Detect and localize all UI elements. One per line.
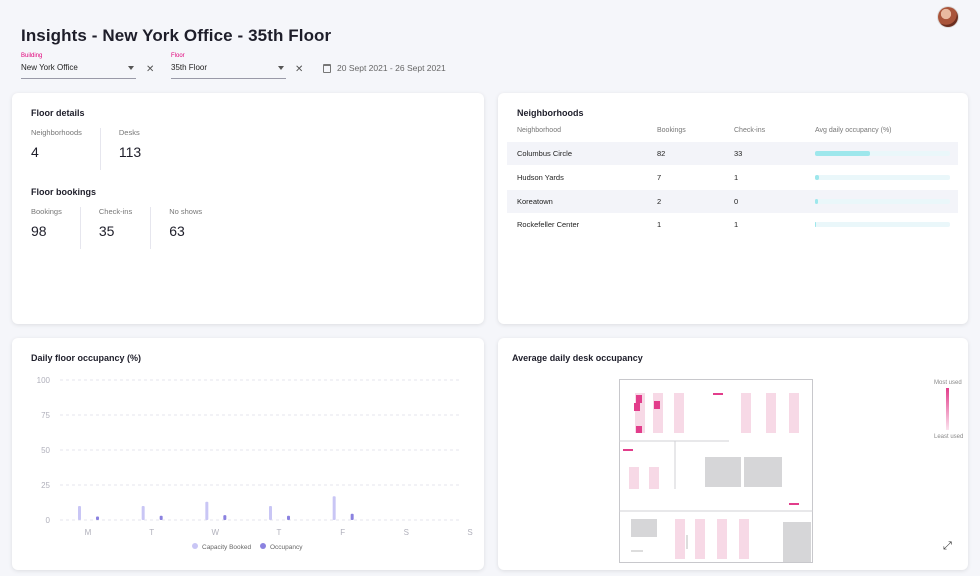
table-row[interactable]: Rockefeller Center 1 1: [507, 213, 958, 236]
stat-value: 4: [31, 144, 39, 160]
stat-value: 113: [118, 144, 142, 160]
table-row[interactable]: Hudson Yards 7 1: [507, 166, 958, 189]
daily-occupancy-card: [12, 338, 484, 570]
occupancy-bar-fill: [815, 199, 818, 204]
stat-label: Neighborhoods: [31, 128, 82, 137]
neighborhood-checkins: 0: [734, 197, 739, 206]
neighborhood-name: Hudson Yards: [517, 173, 564, 182]
neighborhood-checkins: 1: [734, 173, 739, 182]
stat-value: 35: [98, 223, 115, 239]
stat-label: Check-ins: [98, 207, 133, 216]
stat-no-shows: No shows 63: [169, 207, 220, 249]
stat-bookings: Bookings 98: [31, 207, 81, 249]
bar-occupancy: [159, 515, 163, 520]
table-row[interactable]: Columbus Circle 82 33: [507, 142, 958, 165]
neighborhood-name: Rockefeller Center: [517, 220, 580, 229]
neighborhood-bookings: 2: [657, 197, 662, 206]
stat-label: Bookings: [31, 207, 62, 216]
x-tick-label: S: [467, 528, 472, 537]
bar-capacity-booked: [141, 506, 145, 520]
x-tick-label: M: [85, 528, 92, 537]
occupancy-chart: 0 25 50 75 100 M T W T F S S Capacity Booked Occupanc…: [37, 376, 473, 551]
chevron-down-icon: [278, 65, 284, 70]
occupancy-bar: [815, 199, 950, 204]
floor-plan-map[interactable]: [619, 379, 814, 564]
bar-occupancy: [350, 513, 354, 520]
bar-occupancy: [287, 515, 290, 520]
occupancy-bar-fill: [815, 151, 871, 156]
chart-title: Daily floor occupancy (%): [31, 353, 142, 363]
stat-value: 63: [169, 223, 185, 239]
column-header-neighborhood: Neighborhood: [517, 127, 561, 134]
neighborhood-bookings: 82: [657, 149, 666, 158]
stat-value: 98: [31, 223, 47, 239]
table-row[interactable]: Koreatown 2 0: [507, 190, 958, 213]
expand-icon[interactable]: ⤢: [943, 540, 952, 552]
date-range-picker[interactable]: 20 Sept 2021 - 26 Sept 2021: [323, 63, 446, 73]
date-range-text: 20 Sept 2021 - 26 Sept 2021: [337, 63, 446, 73]
occupancy-bar: [815, 151, 950, 156]
stat-label: No shows: [169, 207, 203, 216]
y-tick-label: 0: [46, 516, 51, 525]
legend-label: Occupancy: [270, 544, 303, 551]
bar-occupancy: [96, 516, 99, 520]
page-title: Insights - New York Office - 35th Floor: [21, 26, 332, 45]
floor-select[interactable]: Floor 35th Floor: [171, 53, 286, 79]
neighborhood-checkins: 1: [734, 220, 739, 229]
bar-capacity-booked: [78, 506, 81, 520]
occupancy-bar: [815, 175, 950, 180]
x-tick-label: W: [212, 528, 220, 537]
clear-floor-button[interactable]: ✕: [295, 64, 304, 75]
occupancy-bar-fill: [815, 222, 817, 227]
column-header-avg-occupancy: Avg daily occupancy (%): [815, 127, 892, 134]
chevron-down-icon: [128, 65, 134, 70]
legend-swatch: [260, 543, 266, 549]
neighborhood-name: Columbus Circle: [517, 149, 573, 158]
x-tick-label: S: [404, 528, 409, 537]
column-header-bookings: Bookings: [657, 127, 686, 134]
x-tick-label: F: [340, 528, 345, 537]
floor-details-stats: Neighborhoods 4 Desks 113: [31, 128, 177, 170]
bar-capacity-booked: [205, 501, 209, 520]
floor-bookings-title: Floor bookings: [31, 187, 96, 197]
neighborhood-bookings: 1: [657, 220, 662, 229]
y-tick-label: 100: [37, 376, 51, 385]
floor-details-title: Floor details: [31, 108, 85, 118]
neighborhoods-title: Neighborhoods: [517, 108, 584, 118]
occupancy-bar-fill: [815, 175, 820, 180]
legend-most-used: Most used: [934, 380, 962, 386]
bar-occupancy: [223, 515, 227, 520]
stat-neighborhoods: Neighborhoods 4: [31, 128, 101, 170]
column-header-checkins: Check-ins: [734, 127, 766, 134]
neighborhood-checkins: 33: [734, 149, 743, 158]
floor-details-card: [12, 93, 484, 324]
stat-label: Desks: [118, 128, 140, 137]
clear-building-button[interactable]: ✕: [146, 64, 155, 75]
floor-bookings-stats: Bookings 98 Check-ins 35 No shows 63: [31, 207, 238, 249]
y-tick-label: 25: [41, 481, 50, 490]
neighborhood-bookings: 7: [657, 173, 662, 182]
stat-checkins: Check-ins 35: [98, 207, 152, 249]
building-select-value: New York Office: [21, 63, 78, 72]
y-tick-label: 75: [41, 411, 50, 420]
floor-select-value: 35th Floor: [171, 63, 208, 72]
occupancy-bar: [815, 222, 950, 227]
avatar[interactable]: [938, 7, 958, 27]
floor-select-label: Floor: [171, 53, 185, 59]
desk-map-title: Average daily desk occupancy: [512, 353, 643, 363]
building-select[interactable]: Building New York Office: [21, 53, 136, 79]
calendar-icon: [323, 63, 331, 73]
x-tick-label: T: [149, 528, 154, 537]
legend-least-used: Least used: [934, 434, 964, 440]
bar-capacity-booked: [332, 496, 336, 520]
neighborhood-name: Koreatown: [517, 197, 553, 206]
building-select-label: Building: [21, 53, 43, 59]
x-tick-label: T: [277, 528, 282, 537]
bar-capacity-booked: [269, 506, 272, 520]
heat-legend-bar: [946, 388, 949, 430]
y-tick-label: 50: [41, 446, 50, 455]
stat-desks: Desks 113: [119, 128, 159, 170]
legend-swatch: [192, 543, 198, 549]
legend-label: Capacity Booked: [202, 544, 252, 551]
